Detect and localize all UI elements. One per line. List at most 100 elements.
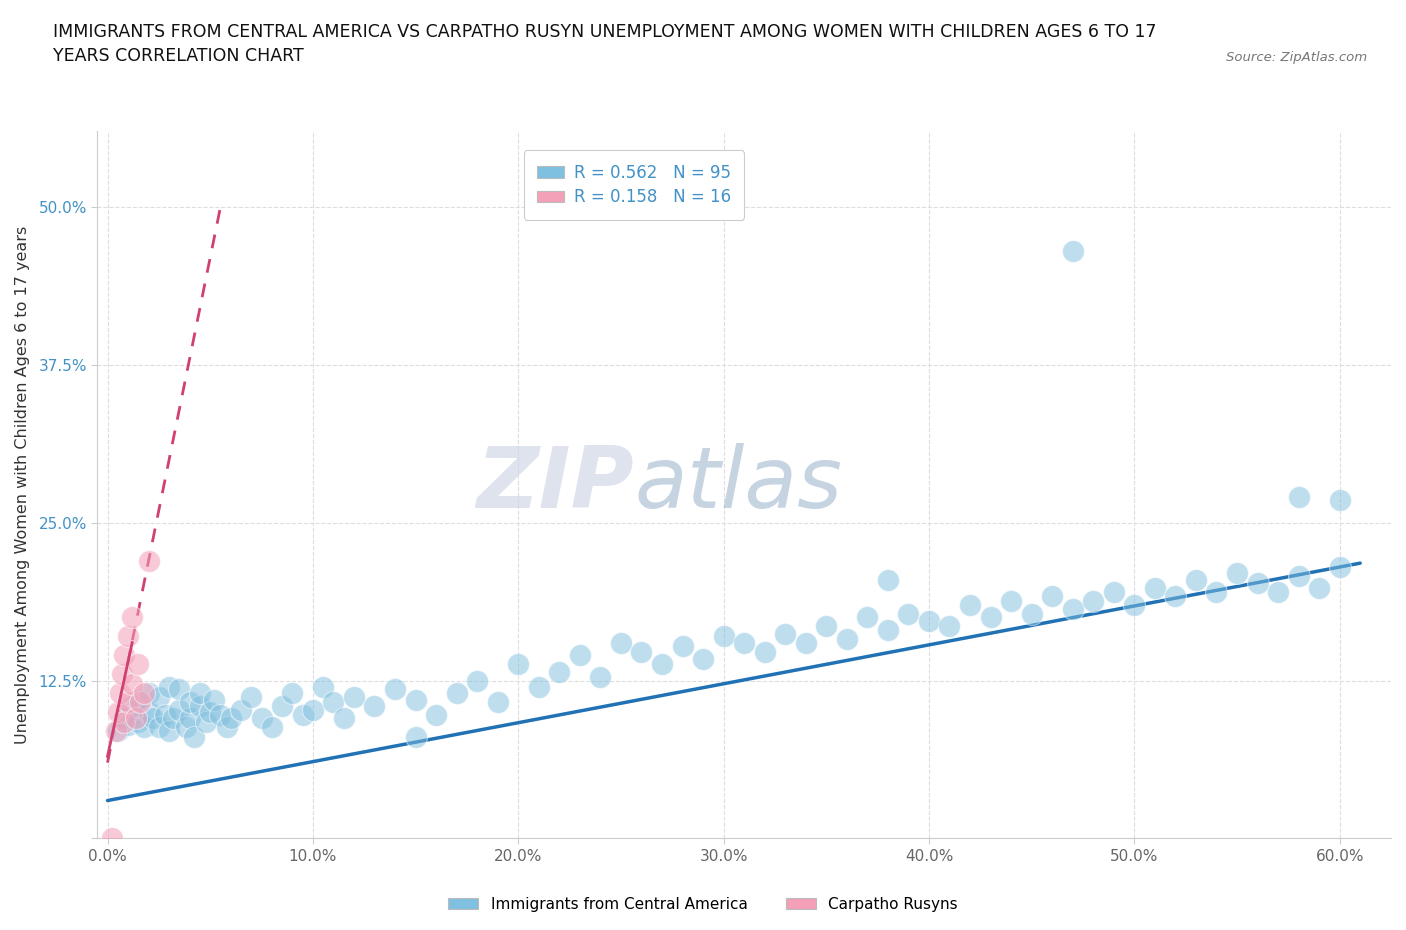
Point (188, 685, 211, 700)
Point (794, 635, 817, 650)
Point (405, 730, 427, 745)
Point (104, 724, 127, 738)
Point (1164, 589, 1187, 604)
Y-axis label: Unemployment Among Women with Children Ages 6 to 17 years: Unemployment Among Women with Children A… (15, 226, 30, 744)
Point (384, 682, 406, 697)
Point (127, 657, 149, 671)
Point (876, 622, 898, 637)
Legend: Immigrants from Central America, Carpatho Rusyns: Immigrants from Central America, Carpath… (441, 891, 965, 918)
Legend: R = 0.562   N = 95, R = 0.158   N = 16: R = 0.562 N = 95, R = 0.158 N = 16 (524, 150, 744, 219)
Point (281, 685, 304, 700)
Point (363, 698, 385, 713)
Point (332, 711, 354, 726)
Point (112, 715, 135, 730)
Point (153, 707, 176, 722)
Point (1246, 576, 1268, 591)
Point (108, 685, 131, 700)
Point (127, 715, 149, 730)
Point (959, 597, 981, 612)
Point (1143, 581, 1166, 596)
Point (1267, 585, 1289, 600)
Point (138, 685, 160, 700)
Point (1102, 585, 1125, 600)
Point (240, 689, 263, 704)
Point (713, 629, 735, 644)
Point (169, 702, 191, 717)
Point (117, 695, 139, 710)
Point (773, 627, 796, 642)
Text: Source: ZipAtlas.com: Source: ZipAtlas.com (1226, 51, 1367, 64)
Point (162, 711, 184, 726)
Point (129, 695, 152, 710)
Point (229, 702, 252, 717)
Point (918, 614, 941, 629)
Point (134, 685, 156, 700)
Point (1021, 606, 1043, 621)
Point (179, 711, 201, 726)
Point (754, 644, 776, 659)
Point (1288, 568, 1310, 583)
Point (508, 657, 530, 671)
Text: atlas: atlas (634, 444, 842, 526)
Point (548, 664, 571, 679)
Point (157, 680, 180, 695)
Point (671, 639, 693, 654)
Point (188, 698, 211, 713)
Point (1329, 493, 1351, 508)
Point (692, 652, 714, 667)
Point (107, 724, 129, 738)
Point (100, 831, 122, 846)
Point (111, 667, 134, 682)
Point (897, 606, 920, 621)
Point (1185, 572, 1208, 587)
Point (815, 618, 838, 633)
Point (733, 635, 755, 650)
Point (1062, 601, 1084, 616)
Point (465, 673, 488, 688)
Point (117, 629, 139, 644)
Point (250, 711, 273, 726)
Point (112, 711, 135, 726)
Text: ZIP: ZIP (477, 444, 634, 526)
Point (134, 720, 156, 735)
Point (446, 685, 468, 700)
Point (174, 720, 197, 735)
Point (219, 711, 242, 726)
Point (121, 698, 143, 713)
Point (1000, 593, 1022, 608)
Point (271, 698, 294, 713)
Point (121, 677, 143, 692)
Point (117, 717, 139, 732)
Point (121, 610, 143, 625)
Point (1288, 490, 1310, 505)
Point (125, 711, 148, 726)
Point (260, 720, 283, 735)
Point (486, 695, 509, 710)
Point (312, 680, 335, 695)
Point (651, 657, 673, 671)
Point (148, 689, 170, 704)
Point (138, 705, 160, 720)
Point (1123, 597, 1146, 612)
Text: IMMIGRANTS FROM CENTRAL AMERICA VS CARPATHO RUSYN UNEMPLOYMENT AMONG WOMEN WITH : IMMIGRANTS FROM CENTRAL AMERICA VS CARPA… (53, 23, 1157, 65)
Point (148, 720, 170, 735)
Point (302, 702, 325, 717)
Point (835, 631, 858, 646)
Point (589, 670, 612, 684)
Point (980, 610, 1002, 625)
Point (179, 695, 201, 710)
Point (107, 705, 129, 720)
Point (568, 648, 591, 663)
Point (198, 705, 221, 720)
Point (938, 618, 960, 633)
Point (157, 724, 180, 738)
Point (1083, 593, 1105, 608)
Point (1205, 585, 1227, 600)
Point (112, 648, 135, 663)
Point (215, 720, 238, 735)
Point (1226, 565, 1249, 580)
Point (209, 707, 232, 722)
Point (1040, 589, 1063, 604)
Point (1062, 244, 1084, 259)
Point (195, 715, 218, 730)
